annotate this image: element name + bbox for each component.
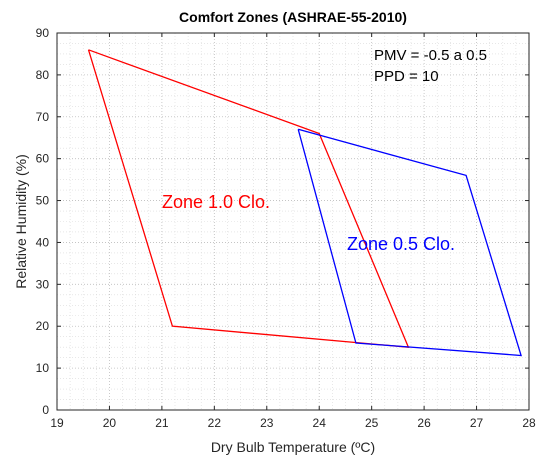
x-tick-label: 22 (208, 416, 222, 430)
y-tick-label: 30 (36, 277, 50, 291)
pmv-annotation: PMV = -0.5 a 0.5 (374, 47, 487, 64)
ppd-annotation: PPD = 10 (374, 68, 439, 85)
x-tick-label: 26 (417, 416, 431, 430)
zone-0-5-clo-label: Zone 0.5 Clo. (347, 234, 455, 254)
y-tick-label: 70 (36, 110, 50, 124)
plot-frame (56, 32, 530, 411)
y-tick-label: 0 (42, 403, 49, 417)
x-tick-label: 24 (313, 416, 327, 430)
x-tick-label: 25 (365, 416, 379, 430)
series-layer (87, 49, 522, 357)
x-tick-label: 23 (260, 416, 274, 430)
y-tick-label: 40 (36, 235, 50, 249)
x-tick-label: 20 (103, 416, 117, 430)
y-tick-label: 60 (36, 152, 50, 166)
x-tick-label: 28 (522, 416, 536, 430)
minor-grid (57, 33, 529, 410)
major-grid (56, 32, 530, 411)
tick-layer: 19 20 21 22 23 24 25 26 27 28 0 10 20 30 40 50 60 70 80 90 (36, 26, 536, 430)
chart-title: Comfort Zones (ASHRAE-55-2010) (179, 9, 407, 25)
y-tick-label: 80 (36, 68, 50, 82)
y-tick-label: 50 (36, 194, 50, 208)
x-tick-label: 27 (470, 416, 484, 430)
x-axis-label: Dry Bulb Temperature (ºC) (211, 439, 375, 455)
y-tick-label: 20 (36, 319, 50, 333)
x-tick-label: 21 (155, 416, 169, 430)
x-tick-label: 19 (50, 416, 64, 430)
y-axis-label: Relative Humidity (%) (13, 154, 29, 289)
y-tick-label: 10 (36, 361, 50, 375)
zone-1-0-clo-label: Zone 1.0 Clo. (162, 192, 270, 212)
y-tick-label: 90 (36, 26, 50, 40)
